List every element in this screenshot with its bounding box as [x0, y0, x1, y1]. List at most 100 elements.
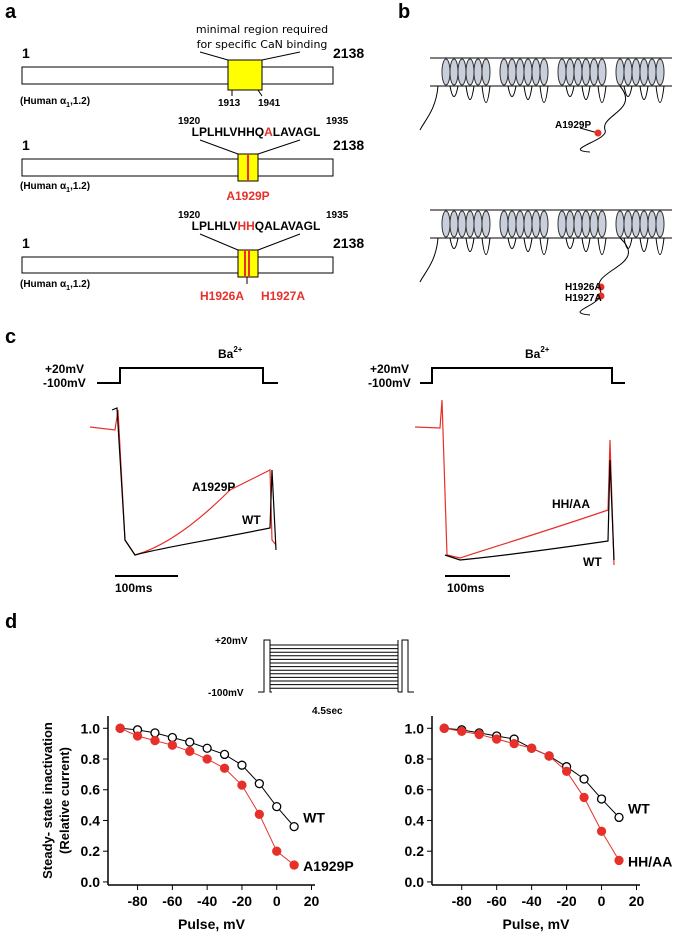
data-point: [614, 855, 624, 866]
data-point: [132, 731, 143, 741]
label: +20mV: [370, 362, 409, 376]
loop: [639, 237, 649, 252]
trace: [111, 407, 277, 556]
helix: [639, 58, 649, 86]
label: 1935: [326, 210, 349, 221]
label: -100mV: [208, 688, 244, 699]
x-tick-label: -40: [522, 893, 542, 909]
label: 1920: [178, 116, 201, 127]
helix: [565, 58, 575, 86]
helix: [481, 58, 491, 86]
label: 100ms: [115, 581, 153, 595]
helix: [647, 210, 657, 238]
y-tick-label: 0.2: [81, 843, 101, 859]
label: 1941: [258, 98, 281, 109]
panel-label: b: [398, 1, 410, 23]
y-tick-label: 0.4: [81, 812, 101, 828]
data-point: [237, 780, 247, 790]
label: H1927A: [565, 293, 602, 304]
helix: [515, 210, 525, 238]
series-label: WT: [628, 800, 650, 816]
label: 1: [22, 45, 30, 61]
label: 4.5sec: [312, 706, 343, 717]
loop: [655, 85, 665, 103]
helix: [449, 58, 459, 86]
helix: [589, 58, 599, 86]
y-tick-label: 1.0: [405, 720, 425, 736]
loop: [449, 85, 459, 97]
x-tick-label: 0: [598, 893, 606, 909]
y-tick-label: 0.4: [405, 812, 425, 828]
helix: [639, 210, 649, 238]
panel-label: d: [5, 611, 17, 633]
channel-diagram: [419, 209, 672, 316]
label: H1926A: [565, 282, 602, 293]
y-tick-label: 0.6: [81, 782, 101, 798]
x-tick-label: -60: [162, 893, 182, 909]
loop: [581, 237, 591, 252]
loop: [597, 85, 607, 103]
data-point: [185, 746, 195, 756]
mutation: H1926A: [200, 289, 244, 303]
y-axis-label: Steady- state inactivation: [40, 722, 55, 879]
helix: [507, 210, 517, 238]
trace: [444, 459, 615, 561]
note: minimal region required: [196, 23, 328, 36]
helix: [615, 210, 625, 238]
data-point: [614, 812, 624, 823]
helix: [507, 58, 517, 86]
protocol: [420, 367, 625, 384]
x-tick-label: -20: [556, 893, 576, 909]
data-point: [150, 735, 160, 746]
helix: [573, 210, 583, 238]
sequence: LPLHLVHHQALAVAGL: [192, 125, 321, 139]
helix: [655, 58, 665, 86]
label: 1913: [218, 98, 241, 109]
species: (Human α1,1.2): [20, 96, 90, 109]
construct-wt: [21, 51, 334, 97]
data-point: [509, 739, 519, 749]
mutation-site: [597, 283, 605, 291]
species: (Human α1,1.2): [20, 181, 90, 194]
panel-label: a: [5, 1, 17, 23]
loop: [523, 85, 533, 100]
trace: [414, 399, 615, 566]
loop: [523, 237, 533, 252]
protocol: [97, 367, 278, 384]
series-label: WT: [303, 810, 325, 826]
helix: [441, 210, 451, 238]
channel-diagram: [419, 57, 672, 153]
label: Ba2+: [218, 345, 243, 361]
loop: [507, 237, 517, 249]
helix: [623, 58, 633, 86]
loop: [581, 85, 591, 100]
x-tick-label: -20: [232, 893, 252, 909]
x-axis-label: Pulse, mV: [178, 916, 246, 932]
data-point: [526, 743, 537, 753]
label: +20mV: [215, 636, 248, 647]
loop: [539, 237, 549, 255]
x-tick-label: -80: [127, 893, 147, 909]
helix: [565, 210, 575, 238]
helix: [499, 210, 509, 238]
helix: [449, 210, 459, 238]
data-point: [544, 751, 554, 761]
label: 1: [22, 137, 30, 153]
label: 2138: [333, 45, 364, 61]
helix: [539, 210, 549, 238]
helix: [441, 58, 451, 86]
data-point: [579, 774, 589, 784]
data-point: [254, 778, 264, 789]
helix: [465, 210, 475, 238]
panel-label: c: [5, 326, 16, 348]
label: HH/AA: [552, 497, 590, 511]
helix: [597, 58, 607, 86]
data-point: [272, 801, 282, 812]
label: -100mV: [43, 376, 86, 390]
y-tick-label: 0.8: [81, 751, 101, 767]
protocol-inset: [258, 639, 414, 693]
helix: [647, 58, 657, 86]
data-point: [115, 723, 125, 733]
y-tick-label: 0.0: [405, 874, 425, 890]
